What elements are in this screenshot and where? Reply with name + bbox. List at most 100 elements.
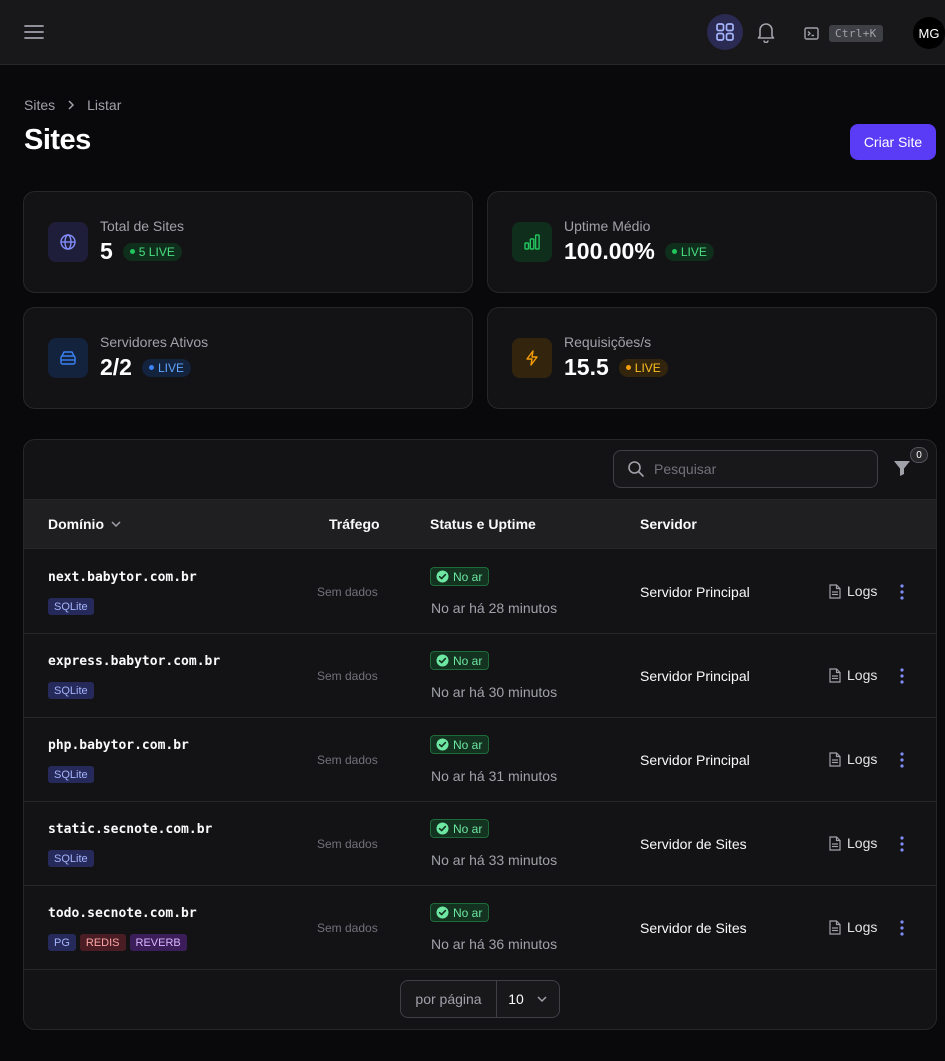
chevron-down-icon (537, 996, 547, 1003)
stat-card-uptime: Uptime Médio 100.00% LIVE (487, 191, 937, 293)
bolt-icon (512, 338, 552, 378)
document-icon (829, 919, 841, 935)
stat-label: Servidores Ativos (100, 334, 209, 350)
breadcrumb-item-sites[interactable]: Sites (24, 97, 56, 113)
tech-tag: REVERB (129, 934, 187, 951)
logs-button[interactable]: Logs (828, 583, 877, 599)
more-actions-icon[interactable] (896, 918, 908, 938)
stat-value: 15.5 (564, 354, 609, 380)
more-actions-icon[interactable] (896, 666, 908, 686)
live-badge: LIVE (141, 358, 191, 377)
tech-tag: SQLite (48, 682, 94, 699)
server-name[interactable]: Servidor de Sites (640, 836, 747, 852)
breadcrumb: Sites Listar (24, 97, 121, 113)
stat-value: 2/2 (100, 354, 132, 380)
notifications-button[interactable] (753, 19, 779, 45)
page-title: Sites (24, 124, 91, 156)
uptime-text: No ar há 30 minutos (431, 684, 558, 700)
grid-icon (716, 23, 734, 41)
stat-value: 100.00% (564, 238, 655, 264)
site-domain[interactable]: todo.secnote.com.br (48, 906, 197, 921)
site-domain[interactable]: next.babytor.com.br (48, 570, 197, 585)
status-badge: No ar (430, 651, 490, 670)
table-row[interactable]: static.secnote.com.br SQLite Sem dados N… (24, 802, 936, 886)
status-badge: No ar (430, 819, 490, 838)
search-icon (628, 461, 644, 477)
uptime-text: No ar há 28 minutos (431, 600, 558, 616)
column-server: Servidor (640, 516, 697, 532)
logs-button[interactable]: Logs (828, 835, 877, 851)
check-circle-icon (436, 822, 449, 835)
per-page-select[interactable]: 10 (497, 991, 559, 1007)
stat-card-total-sites: Total de Sites 5 5 LIVE (23, 191, 473, 293)
per-page-label: por página (401, 981, 497, 1017)
traffic-value: Sem dados (317, 753, 378, 767)
tech-tag: SQLite (48, 598, 94, 615)
logs-button[interactable]: Logs (828, 751, 877, 767)
sites-table: 0 Domínio Tráfego Status e Uptime Servid… (23, 439, 937, 1030)
create-site-button[interactable]: Criar Site (850, 124, 936, 160)
stat-value: 5 (100, 238, 113, 264)
logs-button[interactable]: Logs (828, 919, 877, 935)
tech-tags: SQLite (48, 850, 94, 867)
tech-tag: REDIS (79, 934, 126, 951)
tech-tags: SQLite (48, 598, 94, 615)
uptime-text: No ar há 33 minutos (431, 852, 558, 868)
search-field[interactable] (613, 450, 878, 488)
search-input[interactable] (654, 461, 864, 477)
live-badge: LIVE (664, 242, 714, 261)
document-icon (829, 835, 841, 851)
more-actions-icon[interactable] (896, 582, 908, 602)
server-name[interactable]: Servidor de Sites (640, 920, 747, 936)
traffic-value: Sem dados (317, 837, 378, 851)
server-name[interactable]: Servidor Principal (640, 584, 750, 600)
breadcrumb-item-list: Listar (87, 97, 122, 113)
bell-icon (757, 23, 775, 43)
stat-label: Requisições/s (564, 334, 652, 350)
logs-button[interactable]: Logs (828, 667, 877, 683)
more-actions-icon[interactable] (896, 750, 908, 770)
more-actions-icon[interactable] (896, 834, 908, 854)
stat-card-active-servers: Servidores Ativos 2/2 LIVE (23, 307, 473, 409)
filter-icon (894, 461, 910, 476)
hamburger-icon[interactable] (22, 20, 46, 44)
document-icon (829, 751, 841, 767)
server-icon (48, 338, 88, 378)
table-row[interactable]: next.babytor.com.br SQLite Sem dados No … (24, 550, 936, 634)
traffic-value: Sem dados (317, 669, 378, 683)
table-header: Domínio Tráfego Status e Uptime Servidor (24, 499, 936, 549)
status-badge: No ar (430, 903, 490, 922)
tech-tag: SQLite (48, 766, 94, 783)
uptime-text: No ar há 31 minutos (431, 768, 558, 784)
live-badge: LIVE (618, 358, 668, 377)
tech-tags: SQLite (48, 766, 94, 783)
site-domain[interactable]: static.secnote.com.br (48, 822, 213, 837)
uptime-text: No ar há 36 minutos (431, 936, 558, 952)
pagination: por página 10 (400, 980, 560, 1018)
check-circle-icon (436, 570, 449, 583)
site-domain[interactable]: express.babytor.com.br (48, 654, 221, 669)
filter-button[interactable] (890, 456, 914, 480)
table-row[interactable]: express.babytor.com.br SQLite Sem dados … (24, 634, 936, 718)
command-palette-button[interactable]: Ctrl+K (804, 22, 883, 44)
column-traffic: Tráfego (329, 516, 380, 532)
server-name[interactable]: Servidor Principal (640, 752, 750, 768)
avatar[interactable]: MG (913, 17, 945, 49)
document-icon (829, 667, 841, 683)
server-name[interactable]: Servidor Principal (640, 668, 750, 684)
column-domain[interactable]: Domínio (48, 516, 122, 532)
site-domain[interactable]: php.babytor.com.br (48, 738, 189, 753)
chevron-right-icon (68, 100, 75, 110)
check-circle-icon (436, 906, 449, 919)
stat-label: Uptime Médio (564, 218, 651, 234)
table-row[interactable]: todo.secnote.com.br PG REDIS REVERB Sem da… (24, 886, 936, 970)
tech-tags: SQLite (48, 682, 94, 699)
apps-button[interactable] (707, 14, 743, 50)
status-badge: No ar (430, 735, 490, 754)
live-badge: 5 LIVE (122, 242, 182, 261)
top-bar: Ctrl+K MG (0, 0, 945, 65)
traffic-value: Sem dados (317, 921, 378, 935)
column-status: Status e Uptime (430, 516, 536, 532)
table-row[interactable]: php.babytor.com.br SQLite Sem dados No a… (24, 718, 936, 802)
terminal-icon (804, 26, 819, 40)
